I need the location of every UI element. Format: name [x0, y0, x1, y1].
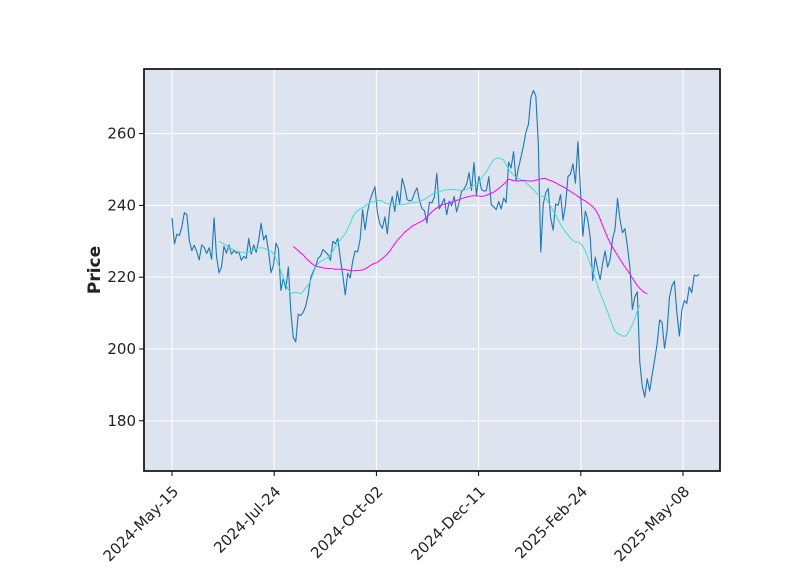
ma-short-line — [218, 157, 641, 337]
y-tick-label: 180 — [107, 412, 136, 430]
plot-background — [144, 69, 720, 471]
ma-long-line — [292, 177, 648, 295]
x-tick-label: 2024-Dec-11 — [407, 483, 488, 564]
x-tick-label: 2024-May-15 — [100, 483, 183, 566]
x-tick-label: 2025-May-08 — [611, 483, 694, 566]
x-tick-label: 2024-Jul-24 — [210, 483, 284, 557]
x-tick-label: 2025-Feb-24 — [511, 483, 591, 563]
y-tick-label: 200 — [107, 340, 136, 358]
price-line — [171, 89, 700, 398]
series-layer — [171, 89, 700, 398]
x-tick-label: 2024-Oct-02 — [307, 483, 387, 563]
grid-layer — [144, 69, 720, 471]
y-axis-label: Price — [85, 246, 105, 294]
y-tick-label: 260 — [107, 125, 136, 143]
plot-frame — [143, 68, 721, 472]
y-tick-label: 220 — [107, 268, 136, 286]
y-tick-label: 240 — [107, 196, 136, 214]
